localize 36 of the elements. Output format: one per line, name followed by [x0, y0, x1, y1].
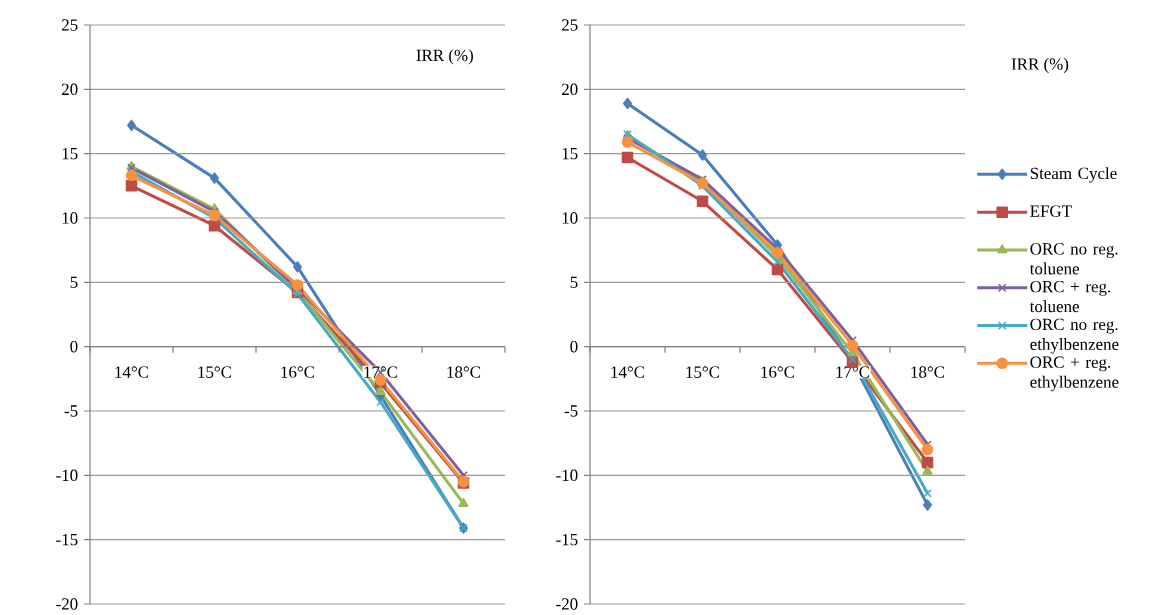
x-tick-label: 18°C — [911, 366, 945, 378]
y-tick-label: 20 — [61, 83, 78, 95]
legend-label: ORC + reg. ethylbenzene — [1030, 356, 1119, 392]
y-tick-label: 15 — [62, 147, 78, 160]
y-tick-label: 10 — [562, 212, 578, 224]
y-tick-label: -10 — [56, 469, 78, 481]
y-tick-label: 5 — [570, 276, 578, 288]
legend-label: EFGT — [1030, 205, 1072, 217]
y-tick-label: 10 — [62, 212, 78, 224]
y-tick-label: -20 — [556, 598, 578, 610]
x-tick-label: 14°C — [611, 366, 645, 378]
y-tick-label: 20 — [561, 83, 578, 95]
y-tick-label: -20 — [56, 598, 78, 610]
y-tick-label: 5 — [70, 276, 78, 288]
y-tick-label: 25 — [61, 19, 78, 31]
y-tick-label: 15 — [562, 147, 578, 160]
y-tick-label: 0 — [570, 340, 578, 353]
y-axis-title: IRR (%) — [416, 48, 473, 65]
legend-label: ORC no reg. toluene — [1029, 243, 1118, 275]
y-tick-label: -5 — [64, 405, 78, 417]
y-tick-label: -5 — [564, 405, 578, 417]
x-tick-label: 16°C — [281, 366, 315, 378]
y-tick-label: 0 — [70, 340, 78, 353]
y-tick-label: -15 — [556, 533, 578, 546]
y-axis-title: IRR (%) — [1011, 57, 1069, 74]
y-tick-label: 25 — [561, 19, 578, 31]
legend-label: ORC + reg. toluene — [1029, 280, 1111, 313]
y-tick-label: -15 — [56, 533, 78, 546]
x-tick-label: 18°C — [447, 366, 481, 378]
y-tick-label: -10 — [556, 469, 578, 481]
x-tick-label: 16°C — [761, 366, 795, 378]
legend-label: Steam Cycle — [1030, 166, 1117, 183]
x-tick-label: 15°C — [198, 366, 232, 378]
legend-label: ORC no reg. ethylbenzene — [1030, 318, 1119, 354]
x-tick-label: 15°C — [686, 366, 720, 378]
x-tick-label: 14°C — [115, 366, 149, 378]
